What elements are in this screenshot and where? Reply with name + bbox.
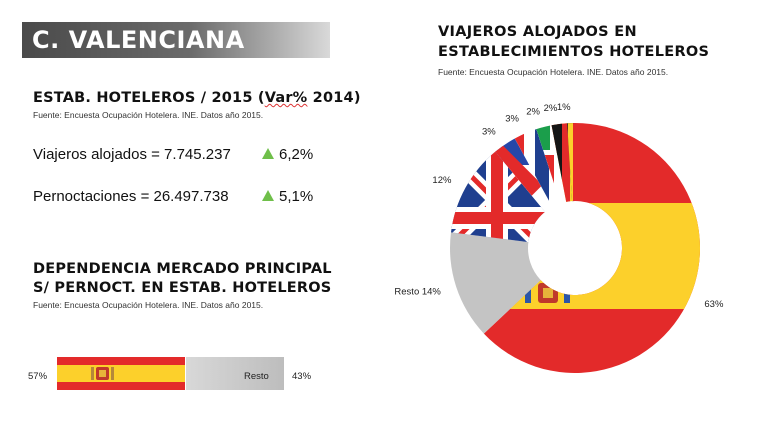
donut-slice-label: 1% — [557, 102, 571, 113]
chart-title-line2: ESTABLECIMIENTOS HOTELEROS — [438, 44, 710, 60]
donut-slice-label: Resto 14% — [394, 287, 441, 298]
donut-slice-label: 2% — [526, 106, 540, 117]
spain-flag-bar — [57, 357, 185, 390]
pernoct-change-value: 5,1% — [279, 188, 314, 205]
donut-slice-label: 3% — [482, 126, 496, 137]
slice-rest — [450, 232, 541, 334]
donut-slice-label: 63% — [704, 299, 724, 310]
dep-main-pct: 57% — [28, 371, 48, 382]
viajeros-change: 6,2% — [262, 146, 313, 163]
estab-source: Fuente: Encuesta Ocupación Hotelera. INE… — [33, 110, 264, 120]
donut-labels: 63%Resto 14%12%3%3%2% 2% 1% — [394, 102, 724, 310]
dep-title-line2: S/ PERNOCT. EN ESTAB. HOTELEROS — [33, 280, 332, 296]
slice-belgium — [567, 123, 575, 202]
pernoct-change: 5,1% — [262, 188, 313, 205]
dep-title-line1: DEPENDENCIA MERCADO PRINCIPAL — [33, 261, 332, 277]
estab-title: ESTAB. HOTELEROS / 2015 (Var% 2014) — [33, 90, 361, 106]
estab-title-var: Var% — [264, 90, 308, 106]
viajeros-change-value: 6,2% — [279, 146, 314, 163]
spain-coat-of-arms-icon — [91, 367, 114, 380]
region-title: C. VALENCIANA — [32, 26, 245, 54]
region-banner: C. VALENCIANA — [22, 22, 330, 58]
estab-title-main: ESTAB. HOTELEROS / 2015 ( — [33, 90, 265, 106]
chart-title-line1: VIAJEROS ALOJADOS EN — [438, 24, 637, 40]
viajeros-donut-chart: 63%Resto 14%12%3%3%2% 2% 1% — [394, 102, 724, 373]
viajeros-stat: Viajeros alojados = 7.745.237 — [33, 146, 231, 163]
donut-slice-label: 3% — [505, 114, 519, 125]
slice-uk — [450, 151, 546, 243]
dep-source: Fuente: Encuesta Ocupación Hotelera. INE… — [33, 300, 264, 310]
dep-rest-label: Resto — [244, 371, 269, 382]
dep-rest-pct: 43% — [292, 371, 312, 382]
estab-title-end: 2014) — [307, 90, 361, 106]
donut-slice-label: 2% — [544, 103, 558, 114]
pernoct-stat: Pernoctaciones = 26.497.738 — [33, 188, 229, 205]
donut-slice-label: 12% — [432, 175, 452, 186]
up-arrow-icon — [262, 148, 274, 159]
chart-source: Fuente: Encuesta Ocupación Hotelera. INE… — [438, 67, 669, 77]
up-arrow-icon — [262, 190, 274, 201]
rest-bar — [186, 357, 284, 390]
